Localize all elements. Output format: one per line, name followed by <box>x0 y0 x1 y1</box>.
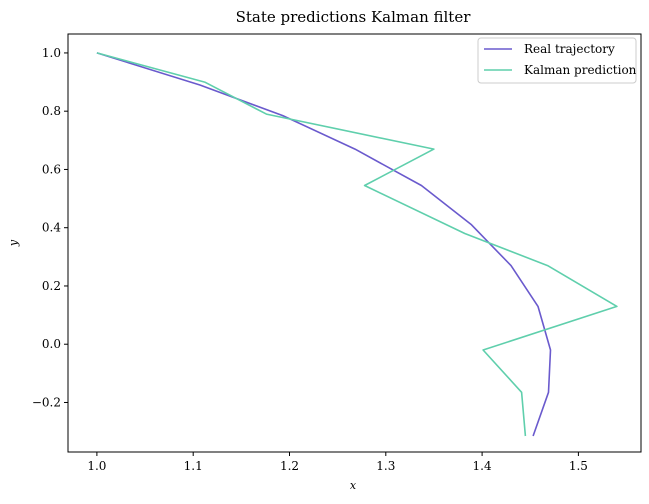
chart-title: State predictions Kalman filter <box>236 8 472 26</box>
legend: Real trajectory Kalman prediction <box>477 37 637 84</box>
x-tick-label: 1.0 <box>87 459 106 473</box>
legend-label: Real trajectory <box>524 42 615 56</box>
x-tick-label: 1.5 <box>569 459 588 473</box>
series-line-real-trajectory <box>96 52 552 437</box>
legend-label: Kalman prediction <box>524 63 637 77</box>
x-tick-label: 1.2 <box>280 459 299 473</box>
y-tick-label: 1.0 <box>42 46 61 60</box>
x-tick-label: 1.4 <box>473 459 492 473</box>
x-tick-label: 1.1 <box>184 459 203 473</box>
plot-area <box>96 52 618 437</box>
y-tick-label: 0.4 <box>42 221 61 235</box>
series-line-kalman-prediction <box>96 52 618 437</box>
y-tick-label: 0.0 <box>42 337 61 351</box>
axis-ticks: 1.0 1.1 1.2 1.3 1.4 1.5 1.0 0.8 0.6 0.4 0.2 0.0 −0.2 <box>32 46 588 473</box>
y-tick-label: −0.2 <box>32 395 61 409</box>
x-tick-label: 1.3 <box>376 459 395 473</box>
y-tick-label: 0.8 <box>42 104 61 118</box>
y-tick-label: 0.2 <box>42 279 61 293</box>
y-tick-label: 0.6 <box>42 162 61 176</box>
legend-box <box>477 37 637 84</box>
x-axis-label: x <box>350 479 357 492</box>
plot-frame <box>67 33 642 453</box>
y-axis-label: y <box>7 239 20 247</box>
